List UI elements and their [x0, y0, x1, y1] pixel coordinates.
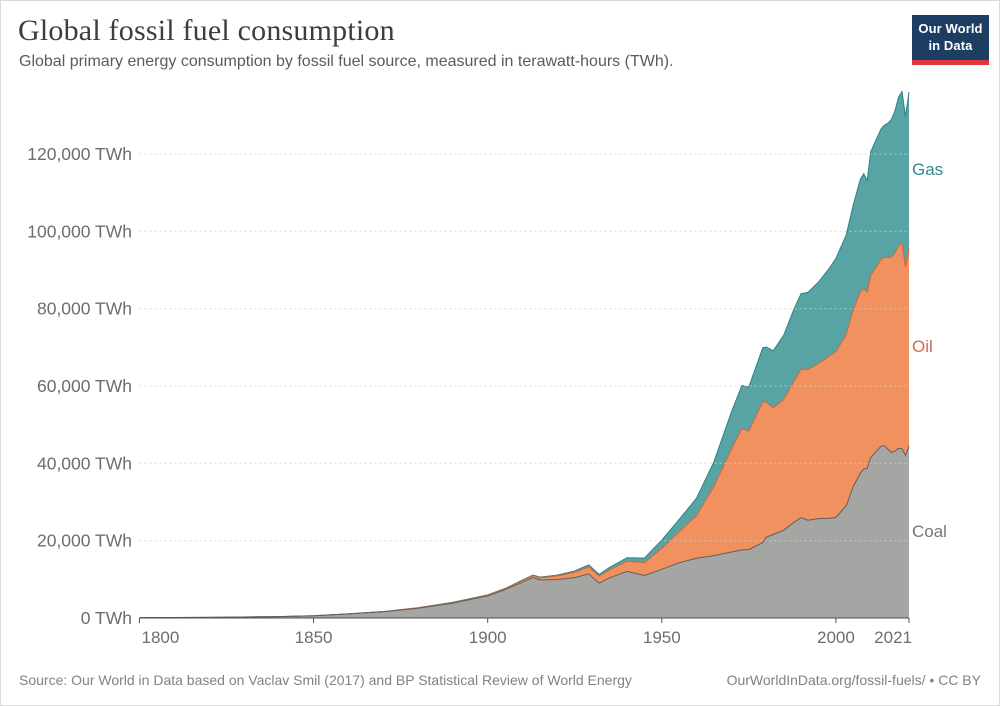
area-oil[interactable]: [139, 243, 910, 618]
y-axis-tick-label: 120,000 TWh: [27, 144, 132, 164]
x-axis-tick-label: 2021: [874, 628, 912, 647]
x-axis-tick-label: 2000: [817, 628, 855, 647]
outline-oil: [139, 242, 910, 619]
owid-logo-text: Our World in Data: [912, 15, 989, 60]
x-axis-tick-label: 1900: [469, 628, 507, 647]
owid-logo-line1: Our World: [918, 21, 983, 37]
footer-link[interactable]: OurWorldInData.org/fossil-fuels/ • CC BY: [726, 672, 981, 688]
owid-logo[interactable]: Our World in Data: [912, 15, 989, 65]
y-axis-tick-label: 20,000 TWh: [37, 531, 132, 551]
series-label-gas[interactable]: Gas: [912, 160, 944, 179]
y-axis-tick-label: 40,000 TWh: [37, 453, 132, 473]
chart-title: Global fossil fuel consumption: [18, 14, 395, 47]
y-axis-tick-label: 60,000 TWh: [37, 376, 132, 396]
source-note: Source: Our World in Data based on Vacla…: [19, 672, 632, 688]
outline-coal: [139, 445, 910, 619]
chart-footer: Source: Our World in Data based on Vacla…: [19, 672, 981, 688]
y-axis-tick-label: 100,000 TWh: [27, 221, 132, 241]
y-axis-tick-label: 80,000 TWh: [37, 299, 132, 319]
chart-subtitle: Global primary energy consumption by fos…: [19, 53, 674, 70]
x-axis-tick-label: 1850: [295, 628, 333, 647]
area-coal[interactable]: [139, 445, 910, 618]
x-axis-tick-label: 1800: [142, 628, 180, 647]
owid-logo-line2: in Data: [928, 37, 973, 53]
series-label-oil[interactable]: Oil: [912, 337, 933, 356]
x-axis-tick-label: 1950: [643, 628, 681, 647]
series-label-coal[interactable]: Coal: [912, 522, 947, 541]
owid-logo-accent-bar: [912, 60, 989, 65]
y-axis-tick-label: 0 TWh: [81, 608, 132, 628]
